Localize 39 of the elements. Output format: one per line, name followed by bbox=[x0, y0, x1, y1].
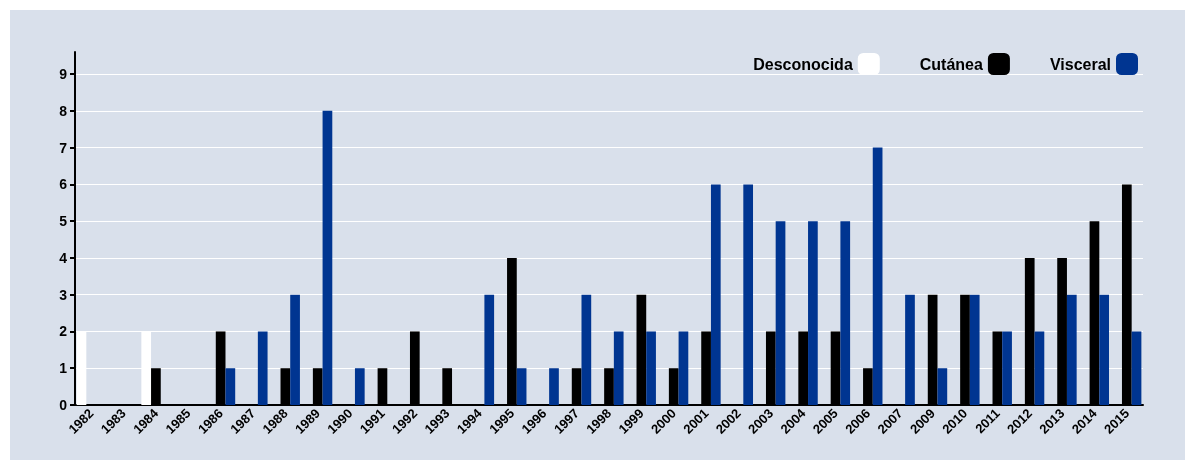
bar bbox=[354, 368, 365, 405]
bar bbox=[710, 184, 721, 405]
bar bbox=[1002, 331, 1012, 405]
y-tick-label: 3 bbox=[59, 286, 68, 303]
bar bbox=[646, 331, 656, 405]
bar bbox=[1034, 331, 1045, 405]
bar bbox=[840, 221, 851, 405]
y-tick-label: 4 bbox=[59, 249, 68, 266]
bar bbox=[225, 368, 236, 405]
legend-label: Desconocida bbox=[753, 55, 853, 73]
y-tick-label: 9 bbox=[59, 66, 68, 83]
bar bbox=[872, 147, 883, 405]
bar bbox=[775, 221, 786, 405]
bar bbox=[290, 294, 300, 405]
bar bbox=[549, 368, 559, 405]
bar bbox=[613, 331, 624, 405]
y-tick-label: 0 bbox=[59, 397, 68, 413]
y-tick-label: 8 bbox=[59, 102, 68, 119]
bar bbox=[808, 221, 818, 405]
bar bbox=[743, 184, 754, 405]
bar bbox=[1131, 331, 1142, 405]
bar bbox=[257, 331, 268, 405]
legend-label: Cutánea bbox=[919, 55, 984, 73]
bar bbox=[516, 368, 527, 405]
bar bbox=[1099, 294, 1110, 405]
y-tick-label: 5 bbox=[59, 213, 68, 230]
bar bbox=[322, 110, 333, 405]
bar bbox=[484, 294, 495, 405]
bar bbox=[905, 294, 915, 405]
bar bbox=[581, 294, 592, 405]
bar bbox=[969, 294, 980, 405]
legend-label: Visceral bbox=[1049, 55, 1111, 73]
y-tick-label: 6 bbox=[59, 176, 68, 193]
bar bbox=[678, 331, 689, 405]
y-tick-label: 1 bbox=[59, 360, 68, 377]
bar bbox=[1066, 294, 1077, 405]
y-tick-label: 2 bbox=[59, 323, 68, 340]
bar bbox=[937, 368, 948, 405]
y-tick-label: 7 bbox=[59, 139, 68, 156]
